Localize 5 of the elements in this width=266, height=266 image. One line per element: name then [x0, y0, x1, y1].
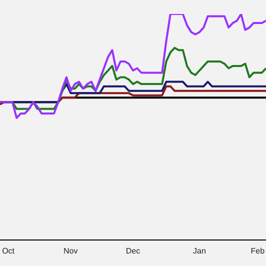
x-tick-label: Feb: [250, 246, 266, 256]
x-tick-label: Dec: [126, 246, 140, 256]
x-tick-label: Oct: [2, 246, 16, 256]
x-tick-label: Jan: [193, 246, 206, 256]
x-tick-label: Nov: [64, 246, 78, 256]
